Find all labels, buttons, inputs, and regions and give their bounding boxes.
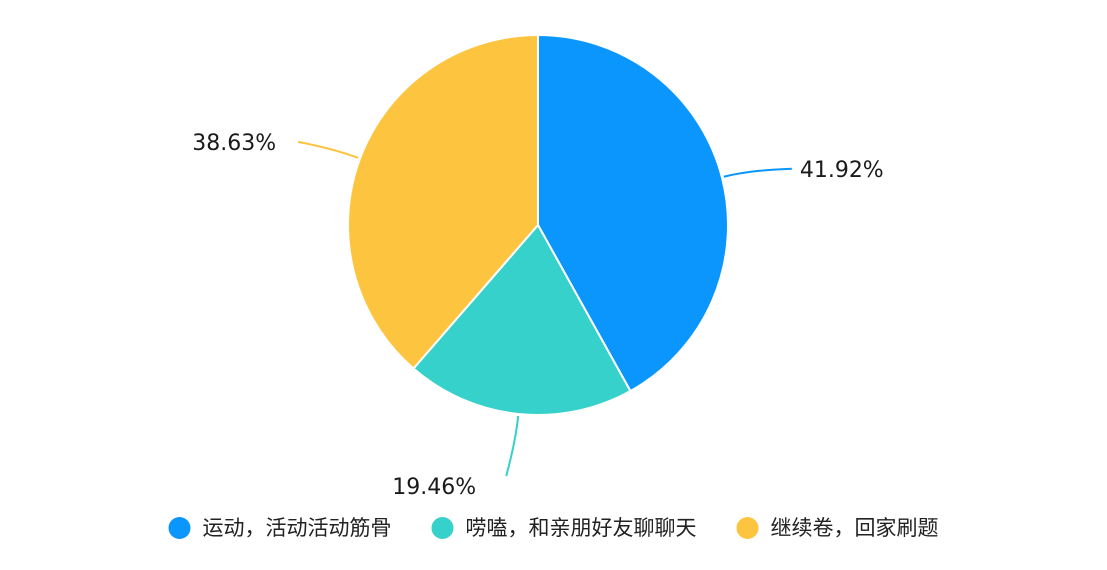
pie-slice[interactable] — [537, 33, 729, 393]
leader-line — [297, 140, 359, 159]
legend-item[interactable]: 继续卷，回家刷题 — [736, 516, 939, 540]
leader-line — [505, 415, 520, 477]
legend-item[interactable]: 唠嗑，和亲朋好友聊聊天 — [431, 516, 697, 540]
legend-label: 运动，活动活动筋骨 — [203, 516, 392, 540]
data-labels-layer: 41.92% 19.46% 38.63% — [192, 131, 883, 500]
legend[interactable]: 运动，活动活动筋骨 唠嗑，和亲朋好友聊聊天 继续卷，回家刷题 — [168, 516, 939, 540]
pie-slice[interactable] — [347, 33, 539, 370]
data-label: 41.92% — [800, 158, 884, 183]
data-label: 19.46% — [392, 475, 476, 500]
data-label: 38.63% — [192, 131, 276, 156]
legend-marker — [431, 517, 454, 539]
leader-lines-layer — [297, 140, 792, 477]
legend-label: 继续卷，回家刷题 — [771, 516, 939, 540]
legend-label: 唠嗑，和亲朋好友聊聊天 — [466, 516, 697, 540]
legend-marker — [168, 517, 191, 539]
leader-line — [723, 167, 792, 178]
pie-slice[interactable] — [412, 223, 632, 416]
slices-layer — [347, 33, 729, 416]
legend-marker — [736, 517, 759, 539]
legend-item[interactable]: 运动，活动活动筋骨 — [168, 516, 392, 540]
